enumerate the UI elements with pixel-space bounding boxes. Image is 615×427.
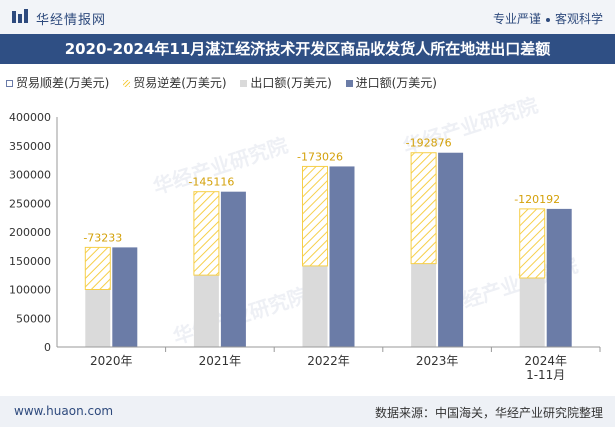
legend-swatch-export-icon xyxy=(240,80,248,87)
footer-source: 数据来源：中国海关，华经产业研究院整理 xyxy=(374,406,603,420)
legend-swatch-positive-icon xyxy=(6,80,13,87)
bar-export xyxy=(193,275,219,347)
x-tick-label: 2023年 xyxy=(416,354,459,368)
legend-label-import: 进口额(万美元) xyxy=(355,76,437,90)
y-tick-label: 150000 xyxy=(9,255,51,268)
data-label-deficit: -120192 xyxy=(514,193,560,206)
bar-deficit xyxy=(84,246,111,290)
header-bar: 华经情报网 专业严谨 客观科学 xyxy=(0,0,615,34)
y-tick-label: 50000 xyxy=(16,312,51,325)
bar-deficit xyxy=(302,165,328,267)
y-tick-label: 100000 xyxy=(9,284,51,297)
x-tick-label: 1-11月 xyxy=(526,368,565,382)
legend-swatch-import-icon xyxy=(345,80,353,87)
legend-label-export: 出口额(万美元) xyxy=(250,76,332,90)
data-label-deficit: -145116 xyxy=(188,176,234,189)
data-label-deficit: -192876 xyxy=(406,137,452,150)
y-tick-label: 400000 xyxy=(9,111,51,124)
tag-right: 客观科学 xyxy=(554,12,603,26)
legend-label-negative: 贸易逆差(万美元) xyxy=(133,76,227,90)
x-tick-label: 2020年 xyxy=(90,354,133,368)
bar-import xyxy=(438,152,464,347)
bar-export xyxy=(85,289,111,347)
y-tick-label: 300000 xyxy=(9,169,51,182)
bar-import xyxy=(112,247,138,347)
y-tick-label: 350000 xyxy=(9,140,51,153)
legend-item-export: 出口额(万美元) xyxy=(240,74,332,91)
bar-import xyxy=(220,191,246,347)
chart-title: 2020-2024年11月湛江经济技术开发区商品收发货人所在地进出口差额 xyxy=(0,34,615,64)
x-tick-label: 2022年 xyxy=(307,354,350,368)
separator-dot-icon xyxy=(545,17,550,22)
bar-export xyxy=(302,265,328,347)
y-tick-label: 250000 xyxy=(9,197,51,210)
brand-name: 华经情报网 xyxy=(36,13,107,28)
legend-item-negative: 贸易逆差(万美元) xyxy=(123,74,227,91)
bar-deficit xyxy=(193,191,220,276)
bar-import xyxy=(329,166,355,347)
data-label-deficit: -173026 xyxy=(297,150,343,163)
huajing-logo-icon xyxy=(12,9,28,23)
bar-import xyxy=(546,208,572,347)
legend-swatch-negative-icon xyxy=(123,80,131,87)
bar-deficit xyxy=(410,152,437,265)
bar-export xyxy=(411,263,437,347)
legend-item-import: 进口额(万美元) xyxy=(345,74,437,91)
x-tick-label: 2021年 xyxy=(199,354,242,368)
y-tick-label: 200000 xyxy=(9,226,51,239)
chart-canvas: -73233 -145116 -173026 -192876 -120192 0 5000… xyxy=(9,111,601,382)
legend: 贸易顺差(万美元) 贸易逆差(万美元) 出口额(万美元) 进口额(万美元) xyxy=(6,74,447,91)
data-label-deficit: -73233 xyxy=(83,231,122,244)
bar-export xyxy=(519,278,545,347)
y-tick-label: 0 xyxy=(44,341,51,354)
footer: www.huaon.com 数据来源：中国海关，华经产业研究院整理 xyxy=(0,396,615,427)
legend-item-positive: 贸易顺差(万美元) xyxy=(6,74,109,91)
tagline: 专业严谨 客观科学 xyxy=(493,10,603,27)
bar-deficit xyxy=(519,208,546,279)
x-tick-label: 2024年 xyxy=(524,354,567,368)
legend-label-positive: 贸易顺差(万美元) xyxy=(16,76,110,90)
tag-left: 专业严谨 xyxy=(492,12,541,26)
footer-url[interactable]: www.huaon.com xyxy=(14,404,114,418)
